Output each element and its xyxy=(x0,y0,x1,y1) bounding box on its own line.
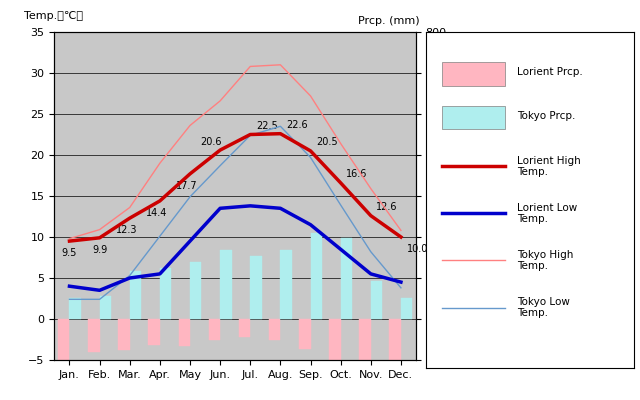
Bar xyxy=(70,298,81,319)
Bar xyxy=(88,319,100,352)
Bar xyxy=(340,238,352,319)
Text: 9.5: 9.5 xyxy=(61,248,77,258)
Bar xyxy=(190,262,202,319)
Bar xyxy=(280,250,292,319)
Text: Tokyo Prcp.: Tokyo Prcp. xyxy=(517,111,575,121)
Bar xyxy=(442,106,504,130)
Bar xyxy=(220,250,232,319)
Text: 12.6: 12.6 xyxy=(376,202,398,212)
Bar xyxy=(442,62,504,86)
Bar xyxy=(401,298,412,319)
Text: Lorient Prcp.: Lorient Prcp. xyxy=(517,67,583,77)
Text: 17.7: 17.7 xyxy=(176,181,198,191)
Text: Lorient High
Temp.: Lorient High Temp. xyxy=(517,156,581,177)
Text: 20.6: 20.6 xyxy=(201,136,222,146)
Bar xyxy=(130,271,141,319)
Text: Lorient Low
Temp.: Lorient Low Temp. xyxy=(517,203,577,224)
Text: Tokyo Low
Temp.: Tokyo Low Temp. xyxy=(517,297,570,318)
Text: 14.4: 14.4 xyxy=(146,208,167,218)
Bar xyxy=(329,319,340,360)
Bar xyxy=(160,268,172,319)
Bar xyxy=(371,281,382,319)
Text: Prcp. (mm): Prcp. (mm) xyxy=(358,16,419,26)
Bar xyxy=(179,319,190,346)
Text: 9.9: 9.9 xyxy=(93,245,108,255)
Bar xyxy=(209,319,220,340)
Text: 10.0: 10.0 xyxy=(406,244,428,254)
Bar xyxy=(118,319,130,350)
Bar xyxy=(250,256,262,319)
Bar xyxy=(100,296,111,319)
Bar xyxy=(239,319,250,338)
Bar xyxy=(148,319,160,345)
Bar xyxy=(390,319,401,368)
Bar xyxy=(359,319,371,360)
Bar xyxy=(310,233,322,319)
Text: 16.6: 16.6 xyxy=(346,169,367,179)
Text: 20.5: 20.5 xyxy=(316,137,338,147)
Text: Temp.（℃）: Temp.（℃） xyxy=(24,10,83,20)
Bar xyxy=(299,319,310,348)
Bar xyxy=(269,319,280,340)
Text: Tokyo High
Temp.: Tokyo High Temp. xyxy=(517,250,573,271)
Text: 12.3: 12.3 xyxy=(116,226,138,236)
Text: 22.6: 22.6 xyxy=(286,120,308,130)
Text: 22.5: 22.5 xyxy=(256,121,278,131)
Bar xyxy=(58,319,70,365)
